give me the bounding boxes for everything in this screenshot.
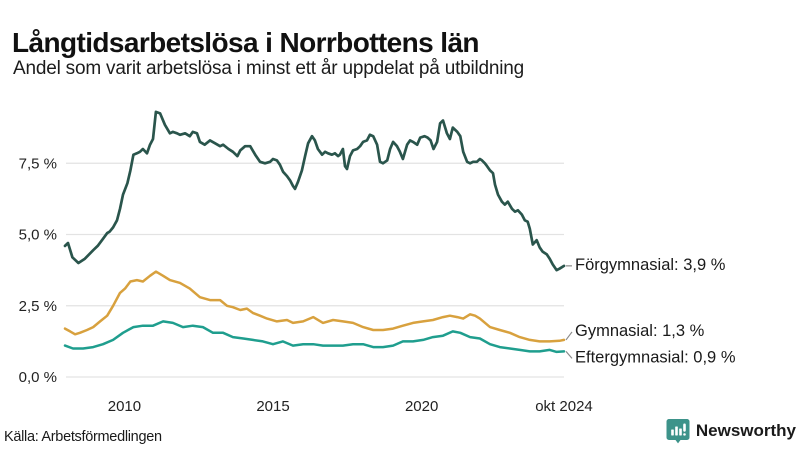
series-label-gymnasial: Gymnasial: 1,3 % bbox=[575, 322, 705, 340]
newsworthy-brand-name: Newsworthy bbox=[695, 421, 796, 440]
page-subtitle: Andel som varit arbetslösa i minst ett å… bbox=[13, 58, 525, 79]
y-tick-0-0: 0,0 % bbox=[19, 369, 57, 386]
newsworthy-logo-icon bbox=[666, 419, 690, 444]
label-connector bbox=[565, 350, 573, 359]
gridlines bbox=[66, 162, 564, 378]
label-connector bbox=[565, 331, 573, 341]
y-tick-7-5: 7,5 % bbox=[19, 155, 57, 172]
y-tick-2-5: 2,5 % bbox=[19, 298, 57, 315]
series-label-eftergymnasial: Eftergymnasial: 0,9 % bbox=[575, 348, 736, 366]
label-connectors bbox=[565, 265, 573, 359]
source-note: Källa: Arbetsförmedlingen bbox=[4, 429, 162, 445]
series-paths bbox=[63, 110, 566, 354]
series-line-gymnasial bbox=[63, 270, 566, 343]
series-line-eftergymnasial bbox=[63, 320, 566, 354]
newsworthy-brand: Newsworthy bbox=[666, 417, 796, 445]
x-tick-2015: 2015 bbox=[256, 398, 289, 415]
x-tick-2020: 2020 bbox=[405, 398, 438, 415]
series-label-forgymnasial: Förgymnasial: 3,9 % bbox=[575, 256, 726, 274]
x-tick-okt-2024: okt 2024 bbox=[535, 398, 593, 415]
x-tick-2010: 2010 bbox=[108, 398, 141, 415]
y-tick-5-0: 5,0 % bbox=[19, 227, 57, 244]
page-title: Långtidsarbetslösa i Norrbottens län bbox=[12, 26, 480, 58]
series-line-förgymnasial bbox=[63, 110, 566, 272]
